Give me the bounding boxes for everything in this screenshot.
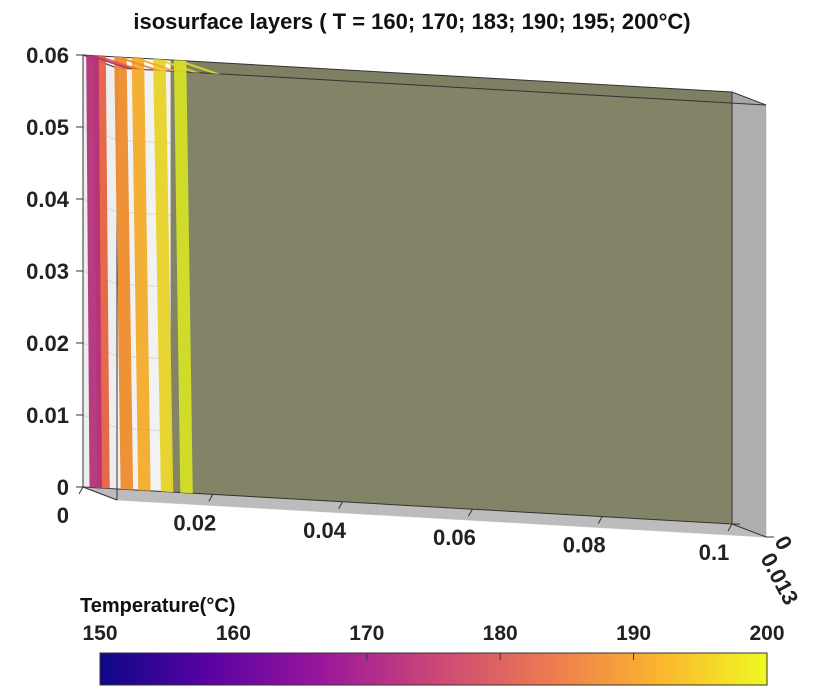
box-edge [82, 486, 118, 501]
x-tick-mark [727, 523, 733, 532]
domain-front-face [170, 60, 733, 524]
box-edge [731, 523, 767, 538]
z-tick-label: 0 [57, 475, 69, 500]
z-axis-ticks: 0 0.01 0.02 0.03 0.04 0.05 0.06 [26, 43, 83, 500]
colorbar-tick-label: 170 [349, 622, 384, 645]
x-tick-mark [338, 501, 344, 510]
z-tick-label: 0.04 [26, 187, 70, 212]
x-tick-mark [208, 494, 214, 502]
box-edge [731, 91, 767, 106]
x-tick-mark [78, 486, 84, 495]
chart-title: isosurface layers ( T = 160; 170; 183; 1… [133, 9, 690, 34]
isosurface-200 [173, 60, 193, 494]
z-tick-label: 0.06 [26, 43, 69, 68]
colorbar-tick-labels: 150 160 170 180 190 200 [82, 622, 784, 645]
x-tick-mark [597, 516, 603, 524]
colorbar-tick-label: 200 [749, 622, 784, 645]
x-axis-ticks: 0 0.02 0.04 0.06 0.08 0.1 [57, 486, 733, 565]
domain-solid [82, 54, 767, 538]
x-tick-label: 0.1 [699, 540, 730, 565]
domain-end-face [732, 92, 766, 537]
y-axis-ticks: 00.013 [732, 523, 804, 609]
colorbar-tick-label: 160 [216, 622, 251, 645]
colorbar: Temperature(°C) 150 160 170 180 190 200 [80, 595, 785, 686]
colorbar-tick-label: 190 [616, 622, 651, 645]
x-tick-label: 0.02 [173, 510, 216, 535]
colorbar-tick-label: 150 [82, 622, 117, 645]
colorbar-label: Temperature(°C) [80, 595, 235, 617]
isosurface-190 [131, 57, 151, 491]
colorbar-gradient [99, 652, 768, 686]
isosurface-160 [86, 55, 102, 489]
box-edge [116, 67, 767, 106]
isosurface-195 [153, 59, 174, 493]
z-tick-label: 0.02 [26, 331, 69, 356]
y-tick-label: 0.013 [756, 549, 804, 609]
box-edge [82, 54, 733, 93]
isosurfaces [86, 55, 221, 494]
z-tick-label: 0.01 [26, 403, 69, 428]
x-tick-label: 0.04 [303, 518, 347, 543]
x-tick-label: 0.06 [433, 525, 476, 550]
x-tick-label: 0 [57, 503, 69, 528]
isosurface-183 [114, 56, 134, 490]
colorbar-tick-marks [99, 653, 768, 660]
z-tick-label: 0.03 [26, 259, 69, 284]
domain-bottom-face [83, 487, 766, 537]
x-tick-label: 0.08 [563, 533, 606, 558]
z-tick-label: 0.05 [26, 115, 69, 140]
colorbar-tick-label: 180 [483, 622, 518, 645]
x-tick-mark [467, 508, 473, 517]
